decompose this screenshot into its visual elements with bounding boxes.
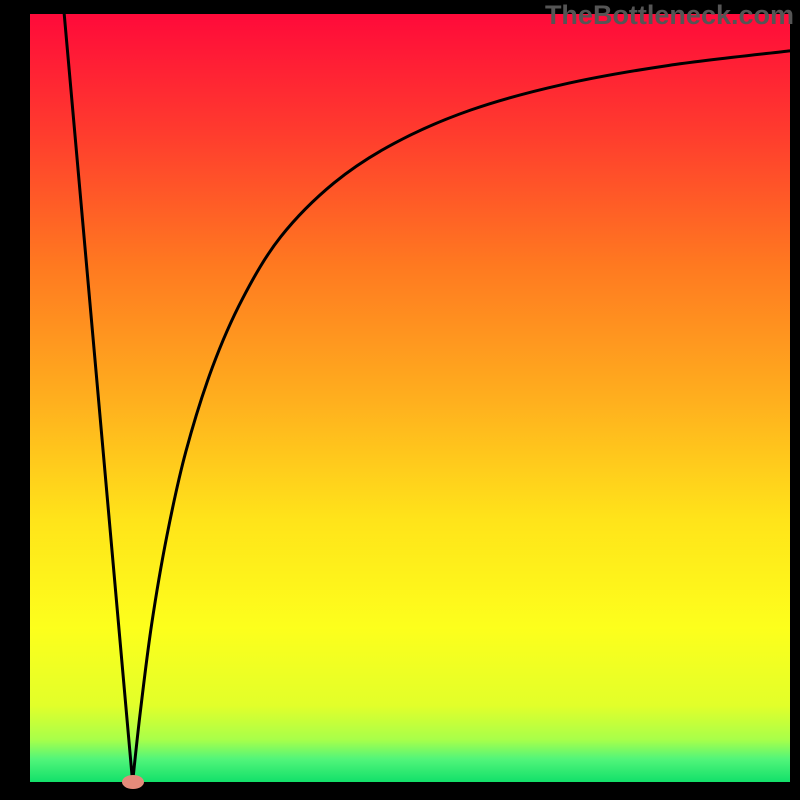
bottleneck-curve — [30, 14, 790, 782]
watermark-text: TheBottleneck.com — [545, 0, 794, 31]
optimum-marker-icon — [122, 775, 144, 789]
curve-path — [64, 14, 790, 782]
chart-container: TheBottleneck.com — [0, 0, 800, 800]
plot-area — [30, 14, 790, 782]
